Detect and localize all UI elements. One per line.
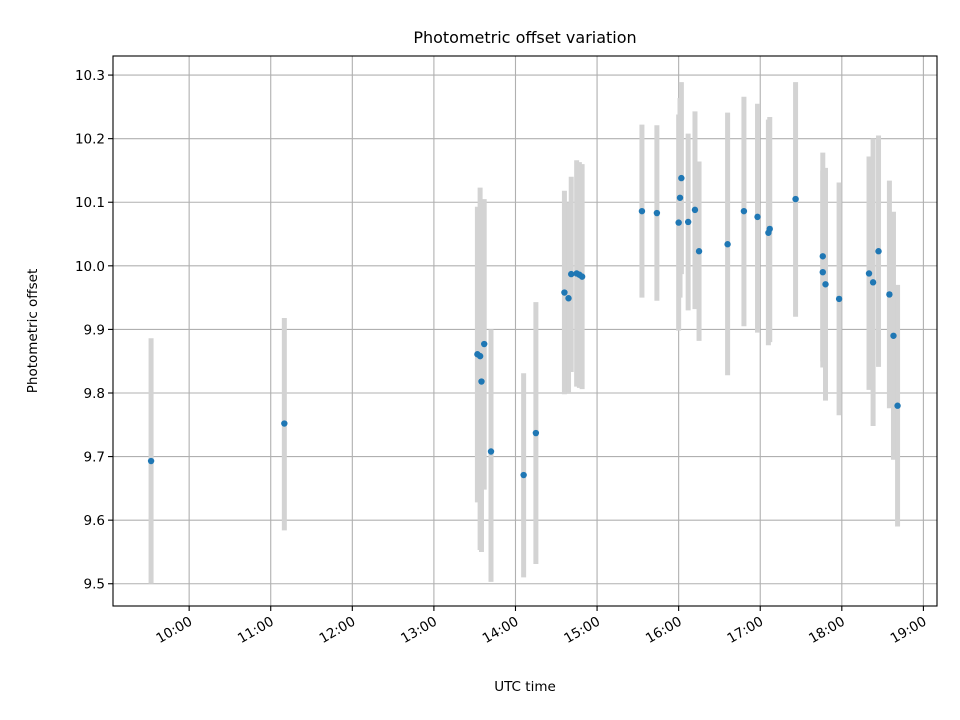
data-point — [865, 270, 873, 277]
data-point — [819, 253, 826, 260]
x-axis-ticks: 10:00 11:00 12:00 13:00 14:00 15:00 16:00 17:00… — [153, 606, 929, 647]
x-tick-label: 10:00 — [153, 614, 195, 647]
data-point — [281, 420, 288, 427]
y-tick-label: 9.9 — [84, 322, 105, 338]
y-tick-label: 9.5 — [84, 577, 105, 593]
x-tick-label: 17:00 — [725, 614, 767, 647]
data-point — [653, 209, 661, 217]
data-point — [822, 281, 829, 288]
data-point — [724, 241, 731, 248]
data-point — [638, 207, 646, 215]
data-point — [568, 270, 575, 278]
y-tick-label: 9.7 — [84, 450, 105, 466]
data-point — [678, 174, 685, 182]
x-tick-label: 12:00 — [317, 614, 359, 647]
chart-title: Photometric offset variation — [413, 28, 636, 47]
y-tick-label: 10.3 — [75, 68, 105, 84]
error-bars — [148, 82, 901, 584]
x-tick-label: 18:00 — [806, 614, 848, 647]
data-point — [532, 429, 540, 437]
data-point — [565, 295, 572, 302]
data-point — [875, 248, 882, 255]
data-point — [561, 289, 568, 296]
data-point — [740, 207, 748, 215]
y-axis-ticks: 9.5 9.6 9.7 9.8 9.9 10.0 10.1 10.2 10.3 — [75, 68, 113, 593]
data-point — [792, 195, 799, 203]
x-tick-label: 11:00 — [235, 614, 277, 647]
data-point — [819, 268, 826, 276]
data-point — [676, 194, 684, 201]
y-axis-label: Photometric offset — [25, 269, 41, 393]
y-tick-label: 9.6 — [84, 513, 105, 529]
y-tick-label: 10.1 — [75, 195, 105, 211]
plot-frame — [112, 55, 938, 607]
data-point — [886, 291, 893, 298]
data-point — [890, 332, 897, 339]
y-tick-label: 10.2 — [75, 132, 105, 148]
data-point — [869, 279, 877, 286]
data-point — [754, 213, 761, 221]
x-axis-label: UTC time — [494, 679, 556, 695]
data-point — [578, 273, 586, 280]
data-points — [147, 174, 901, 479]
data-point — [835, 295, 843, 303]
data-point — [695, 248, 703, 255]
data-point — [147, 457, 155, 465]
data-point — [481, 340, 488, 348]
data-point — [766, 225, 773, 233]
y-tick-label: 9.8 — [84, 386, 105, 402]
data-point — [487, 448, 495, 455]
x-tick-label: 13:00 — [398, 614, 440, 647]
data-point — [675, 219, 682, 226]
x-tick-label: 15:00 — [561, 614, 603, 647]
x-tick-label: 14:00 — [480, 614, 522, 647]
data-point — [478, 378, 485, 385]
x-tick-label: 19:00 — [888, 614, 930, 647]
data-point — [476, 352, 484, 360]
data-point — [894, 402, 901, 409]
data-point — [691, 206, 699, 214]
y-tick-label: 10.0 — [75, 259, 105, 275]
x-tick-label: 16:00 — [643, 614, 685, 647]
data-point — [684, 218, 692, 226]
data-point — [520, 471, 527, 479]
